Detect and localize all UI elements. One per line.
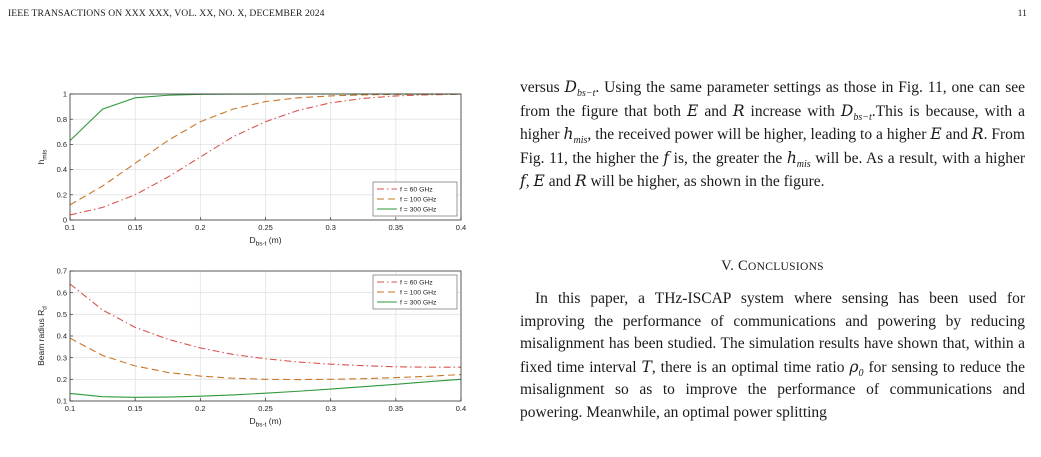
x-tick-label: 0.35 <box>389 404 404 413</box>
math-sub: bs−t <box>853 111 872 123</box>
math-sub: mis <box>796 158 811 170</box>
beam-radius-plot: 0.1 0.15 0.2 0.25 0.3 0.35 0.4 0.1 0.2 0.3 0.4 0.5 0… <box>36 267 466 429</box>
math-var: R <box>971 125 984 144</box>
x-tick-label: 0.4 <box>456 223 466 232</box>
math-var: D <box>564 78 577 96</box>
math-var: h <box>786 148 797 167</box>
legend-label: f = 300 GHz <box>400 300 437 307</box>
legend-label: f = 100 GHz <box>400 290 437 297</box>
legend-label: f = 300 GHz <box>400 207 437 214</box>
x-tick-label: 0.25 <box>258 404 273 413</box>
math-var: D <box>840 101 854 120</box>
journal-title: IEEE TRANSACTIONS ON XXX XXX, VOL. XX, N… <box>8 8 325 19</box>
legend-box <box>372 274 458 310</box>
x-tick-label: 0.2 <box>195 404 205 413</box>
y-tick-label: 0.6 <box>57 288 67 297</box>
y-tick-label: 0.3 <box>57 353 67 362</box>
y-tick-label: 0.7 <box>57 267 67 276</box>
section-title-rest: ONCLUSIONS <box>748 261 824 273</box>
text: versus <box>520 79 565 96</box>
text: . From Fig. 11, the higher the <box>520 126 1025 167</box>
text: In this paper, a THz-ISCAP system where … <box>520 290 1025 376</box>
text: , there is an optimal time ratio <box>651 358 850 376</box>
section-initial: C <box>737 258 749 274</box>
running-header: IEEE TRANSACTIONS ON XXX XXX, VOL. XX, N… <box>8 8 1027 22</box>
y-tick-label: 0.1 <box>57 397 67 406</box>
x-tick-label: 0.1 <box>65 223 75 232</box>
text: and <box>941 126 972 144</box>
y-tick-label: 0.8 <box>57 115 67 124</box>
math-var: R <box>574 172 587 191</box>
text: for sensing to reduce the misalignment s… <box>520 358 1025 421</box>
series-line <box>69 337 462 381</box>
math-var: f <box>663 148 670 167</box>
x-tick-label: 0.15 <box>128 223 143 232</box>
series-line <box>69 93 462 216</box>
text: is, the greater the <box>669 149 787 167</box>
math-var: E <box>930 125 942 144</box>
x-tick-label: 0.35 <box>389 223 404 232</box>
text: , <box>525 173 534 191</box>
x-tick-label: 0.15 <box>128 404 143 413</box>
y-axis-label: Beam radius Rd <box>36 306 49 366</box>
series-line <box>69 283 461 368</box>
x-tick-label: 0.3 <box>325 223 335 232</box>
section-number: V. <box>721 258 738 274</box>
y-tick-label: 0.2 <box>57 190 67 199</box>
series-line <box>69 378 462 398</box>
text: and <box>698 102 733 120</box>
x-axis-label: Dbs-t (m) <box>249 416 281 429</box>
text: and <box>544 173 575 191</box>
y-tick-label: 0 <box>63 216 67 225</box>
math-sub: mis <box>573 135 588 147</box>
x-tick-label: 0.1 <box>65 404 75 413</box>
text: will be. As a result, with a higher <box>810 149 1026 167</box>
legend-label: f = 60 GHz <box>400 187 433 194</box>
math-var: f <box>520 172 526 191</box>
math-sub: bs−t <box>576 88 596 100</box>
y-tick-label: 0.6 <box>57 140 67 149</box>
math-var: ρ <box>849 357 859 376</box>
text: will be higher, as shown in the figure. <box>586 173 825 191</box>
x-axis-label: Dbs-t (m) <box>249 235 281 248</box>
y-tick-label: 1 <box>63 90 67 99</box>
x-tick-label: 0.4 <box>456 404 466 413</box>
figure-plots: 0.1 0.15 0.2 0.25 0.3 0.35 0.4 0 0.2 0.4 0.6 0.8 1 Db… <box>36 90 466 429</box>
math-var: E <box>533 172 545 191</box>
text: , the received power will be higher, lea… <box>587 126 931 144</box>
y-tick-label: 0.4 <box>57 165 67 174</box>
math-var: T <box>641 357 652 376</box>
page-number: 11 <box>1017 8 1027 19</box>
math-var: E <box>687 101 699 120</box>
math-var: h <box>563 125 574 144</box>
text: increase with <box>744 102 841 120</box>
legend-box <box>372 181 458 217</box>
paragraph-results: versus Dbs−t. Using the same parameter s… <box>520 76 1025 194</box>
legend-label: f = 60 GHz <box>400 280 433 287</box>
section-heading: V. CONCLUSIONS <box>520 258 1025 275</box>
x-tick-label: 0.3 <box>325 404 335 413</box>
paragraph-conclusions: In this paper, a THz-ISCAP system where … <box>520 288 1025 425</box>
math-var: R <box>732 101 745 120</box>
x-tick-label: 0.2 <box>195 223 205 232</box>
x-tick-label: 0.25 <box>258 223 273 232</box>
text: . Using the same parameter settings as t… <box>520 79 1025 120</box>
y-tick-label: 0.4 <box>57 332 67 341</box>
math-sub: 0 <box>858 367 864 379</box>
y-axis-label: hmis <box>36 149 49 165</box>
hmis-plot: 0.1 0.15 0.2 0.25 0.3 0.35 0.4 0 0.2 0.4 0.6 0.8 1 Db… <box>36 90 466 248</box>
text: .This is because, with a higher <box>520 102 1026 144</box>
legend-label: f = 100 GHz <box>400 197 437 204</box>
y-tick-label: 0.2 <box>57 375 67 384</box>
y-tick-label: 0.5 <box>57 310 67 319</box>
